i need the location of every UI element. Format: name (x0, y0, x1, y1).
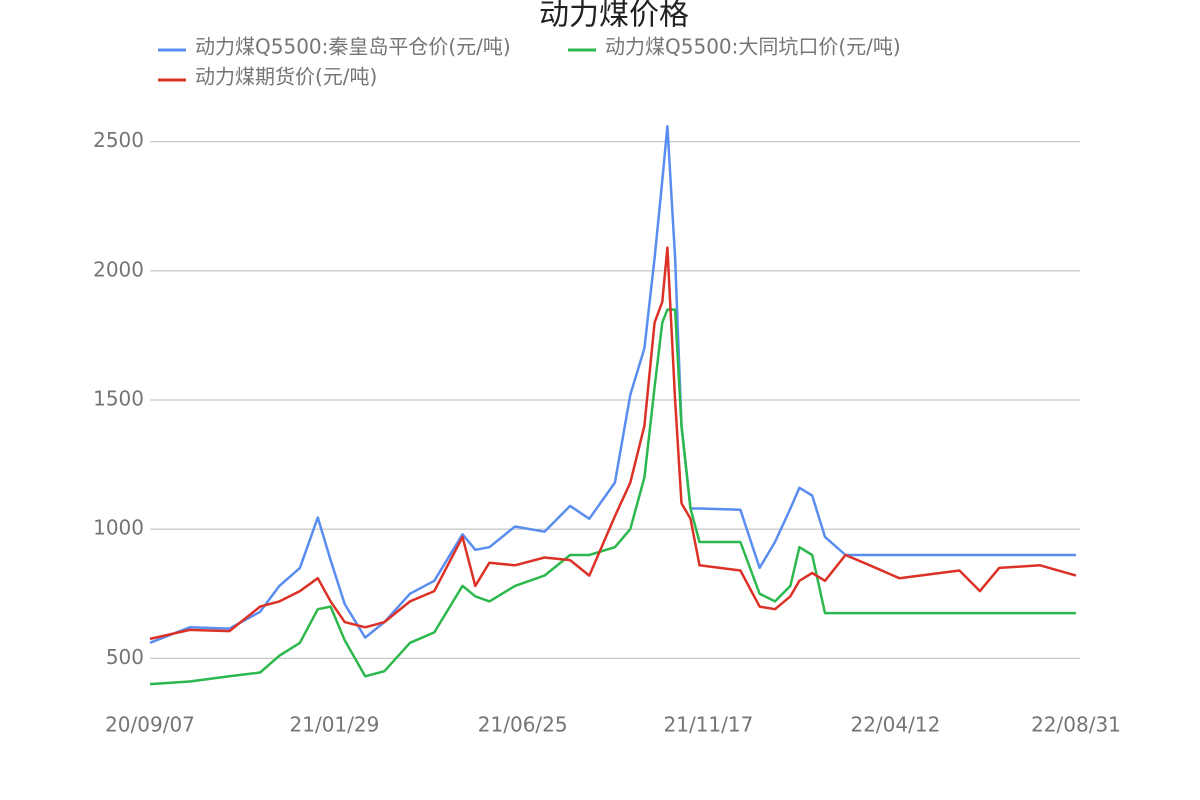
y-tick-label: 1000 (93, 516, 144, 540)
x-tick-label: 22/04/12 (850, 713, 940, 737)
chart-title: 动力煤价格 (539, 0, 689, 33)
x-tick-label: 21/06/25 (478, 713, 568, 737)
series-line (149, 308, 1076, 686)
legend-label: 动力煤Q5500:秦皇岛平仓价(元/吨) (195, 35, 511, 59)
y-tick-label: 2000 (93, 257, 144, 281)
y-tick-label: 2500 (93, 128, 144, 152)
series-line (149, 124, 1076, 644)
y-tick-label: 1500 (93, 387, 144, 411)
legend-label: 动力煤期货价(元/吨) (195, 65, 377, 89)
x-tick-label: 21/11/17 (664, 713, 754, 737)
series-line (149, 246, 1077, 641)
x-tick-label: 20/09/07 (105, 713, 195, 737)
y-tick-label: 500 (106, 645, 144, 669)
x-tick-label: 22/08/31 (1031, 713, 1121, 737)
x-tick-label: 21/01/29 (290, 713, 380, 737)
legend-label: 动力煤Q5500:大同坑口价(元/吨) (605, 35, 901, 59)
